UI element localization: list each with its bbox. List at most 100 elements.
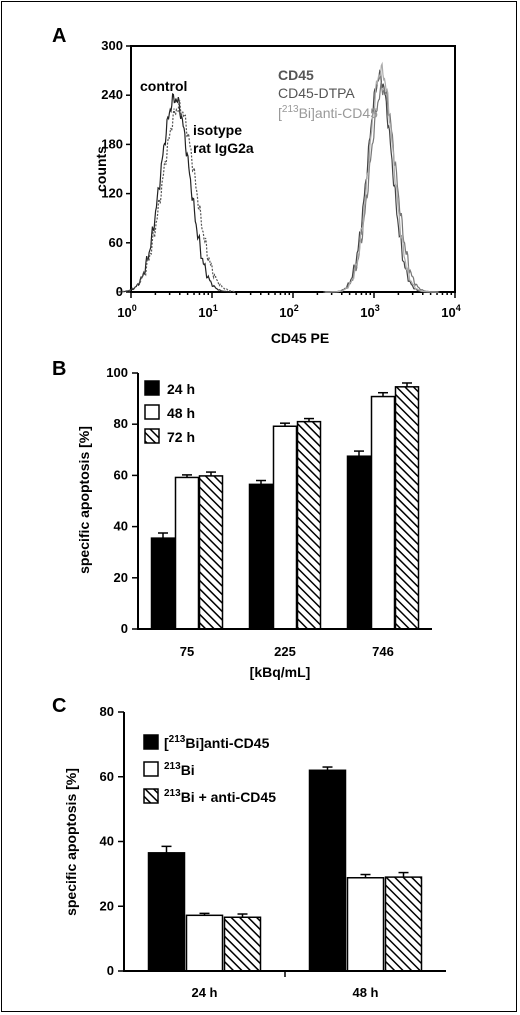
- bar-chart-b-bar: [346, 455, 372, 630]
- bar-chart-c-y-tick-label: 60: [100, 769, 114, 784]
- bar-chart-b-bar: [296, 420, 322, 630]
- bar-chart-b-y-tick-label: 60: [114, 467, 128, 482]
- histogram-x-tick-base: 10: [198, 305, 212, 320]
- histogram-y-axis-title: counts: [93, 146, 109, 192]
- bar-chart-c-x-tick-label: 24 h: [191, 985, 217, 1000]
- bar-chart-b-x-tick-label: 225: [274, 644, 296, 659]
- bar-chart-b-legend-label: 24 h: [167, 381, 195, 397]
- bar-chart-b-bars: [150, 382, 420, 630]
- bar-chart-b-x-axis-title: [kBq/mL]: [250, 664, 311, 680]
- bar-chart-b-y-tick-label: 40: [114, 519, 128, 534]
- bar-chart-c-legend-label-name-sup: 213: [164, 788, 181, 799]
- bar-chart-b-legend-label: 48 h: [167, 405, 195, 421]
- histogram-y-tick-label: 120: [101, 186, 123, 201]
- bar-chart-b-y-tick-label: 80: [114, 416, 128, 431]
- histogram-x-tick-label: 102: [279, 303, 298, 320]
- panel-letter-c: C: [52, 695, 66, 717]
- bar-chart-b-bar: [370, 395, 396, 630]
- bar-chart-b-bar: [272, 425, 298, 630]
- bar-chart-c-y-tick-label: 80: [100, 704, 114, 719]
- histogram-x-tick-exponent: 0: [132, 303, 137, 313]
- panel-letter-b: B: [52, 358, 66, 380]
- bar-chart-c-legend-swatch: [143, 734, 159, 750]
- bar-chart-b-bar: [174, 476, 200, 630]
- bar-chart-c-legend-label-name-pre: [: [164, 735, 169, 751]
- bar-chart-c-legend-swatch: [143, 788, 159, 804]
- panel-b: B 0 20 40 60 80 100 75 225 746 specific apoptos…: [52, 358, 432, 680]
- annotation-bi-sup: 213: [282, 104, 299, 115]
- histogram-x-tick-base: 10: [360, 305, 374, 320]
- bar-chart-c-x-tick-label: 48 h: [352, 985, 378, 1000]
- histogram-x-tick-label: 100: [117, 303, 136, 320]
- annotation-cd45-dtpa: CD45-DTPA: [278, 85, 355, 101]
- bar-chart-b-bar: [150, 537, 176, 630]
- histogram-y-tick-label: 60: [109, 235, 123, 250]
- bar-chart-b-y-tick-label: 20: [114, 570, 128, 585]
- annotation-control: control: [140, 78, 187, 94]
- bar-chart-c-y-ticks: 0 20 40 60 80: [100, 704, 124, 978]
- bar-chart-b-x-tick-label: 75: [180, 644, 194, 659]
- annotation-bi-pre: [: [278, 105, 282, 121]
- bar-chart-c-legend-label-name-sup: 213: [164, 761, 181, 772]
- bar-chart-b-bar: [394, 386, 420, 630]
- histogram-x-axis-title: CD45 PE: [271, 330, 329, 346]
- histogram-y-tick-label: 240: [101, 87, 123, 102]
- bar-chart-b-y-axis-title: specific apoptosis [%]: [76, 426, 92, 574]
- bar-chart-c-bar: [346, 877, 385, 972]
- bar-chart-b-legend-swatch: [144, 428, 160, 444]
- panel-letter-a: A: [52, 25, 66, 47]
- bar-chart-b-legend: 24 h 48 h 72 h: [144, 380, 195, 445]
- histogram-x-tick-base: 10: [441, 305, 455, 320]
- bar-chart-b-y-tick-label: 100: [106, 365, 128, 380]
- bar-chart-c-bars: [147, 766, 423, 972]
- annotation-rat-igg2a: rat IgG2a: [193, 140, 254, 156]
- histogram-x-tick-exponent: 1: [213, 303, 218, 313]
- bar-chart-c-bar: [308, 769, 347, 972]
- bar-chart-c-legend-label: [213Bi]anti-CD45: [164, 734, 270, 751]
- bar-chart-b-legend-swatch: [144, 404, 160, 420]
- annotation-bi-post: Bi]anti-CD45: [299, 105, 379, 121]
- annotation-bi-anti-cd45: [213Bi]anti-CD45: [278, 104, 378, 121]
- bar-chart-c-legend-label-name-post: Bi + anti-CD45: [181, 789, 277, 805]
- bar-chart-c-legend-label-name-sup: 213: [169, 734, 186, 745]
- histogram-x-tick-label: 104: [441, 303, 460, 320]
- histogram-curve: [324, 61, 438, 293]
- bar-chart-c-legend-label: 213Bi + anti-CD45: [164, 788, 276, 805]
- bar-chart-c-x-ticks: 24 h 48 h: [191, 971, 379, 1000]
- bar-chart-b-x-tick-label: 746: [372, 644, 394, 659]
- bar-chart-c-bar: [147, 852, 186, 972]
- histogram-x-tick-label: 101: [198, 303, 217, 320]
- histogram-curves: [118, 61, 440, 293]
- bar-chart-b-bar: [198, 475, 224, 630]
- bar-chart-c-bar: [223, 916, 262, 972]
- histogram-x-tick-base: 10: [279, 305, 293, 320]
- bar-chart-c-legend-label-name-post: Bi: [181, 762, 195, 778]
- bar-chart-c-bar: [185, 914, 224, 972]
- panel-c: C 0 20 40 60 80 24 h 48 h specific apoptosis …: [52, 695, 446, 1000]
- bar-chart-b-legend-label: 72 h: [167, 429, 195, 445]
- histogram-x-ticks: 100 101 102 103 104: [117, 292, 461, 320]
- bar-chart-c-legend-label: 213Bi: [164, 761, 195, 778]
- bar-chart-b-y-ticks: 0 20 40 60 80 100: [106, 365, 138, 636]
- bar-chart-c-y-axis-title: specific apoptosis [%]: [63, 768, 79, 916]
- bar-chart-b-bar: [248, 483, 274, 630]
- histogram-y-tick-label: 180: [101, 136, 123, 151]
- annotation-isotype: isotype: [193, 122, 242, 138]
- bar-chart-c-legend-swatch: [143, 761, 159, 777]
- histogram-x-tick-exponent: 3: [375, 303, 380, 313]
- bar-chart-b-x-ticks: 75 225 746: [180, 644, 394, 659]
- bar-chart-c-legend-label-name-post: Bi]anti-CD45: [185, 735, 269, 751]
- histogram-x-tick-base: 10: [117, 305, 131, 320]
- bar-chart-c-bar: [384, 876, 423, 972]
- annotation-cd45: CD45: [278, 67, 314, 83]
- histogram-x-tick-label: 103: [360, 303, 379, 320]
- histogram-x-tick-exponent: 4: [456, 303, 461, 313]
- histogram-y-tick-label: 300: [101, 38, 123, 53]
- bar-chart-c-y-tick-label: 0: [107, 963, 114, 978]
- bar-chart-b-legend-swatch: [144, 380, 160, 396]
